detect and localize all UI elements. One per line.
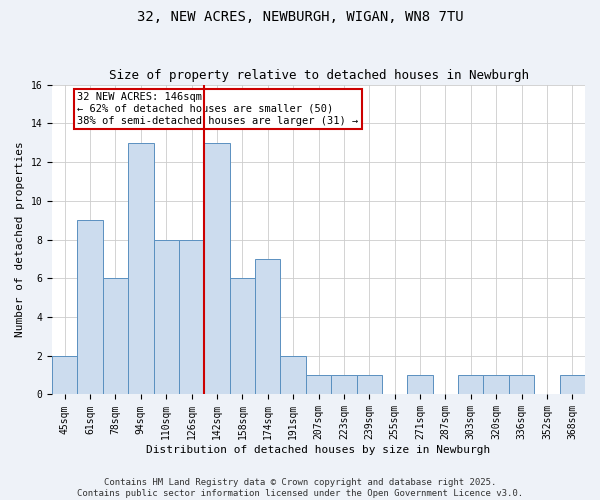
Bar [52,356,77,395]
Bar [154,240,179,394]
Bar [484,375,509,394]
Y-axis label: Number of detached properties: Number of detached properties [15,142,25,338]
Text: 32 NEW ACRES: 146sqm
← 62% of detached houses are smaller (50)
38% of semi-detac: 32 NEW ACRES: 146sqm ← 62% of detached h… [77,92,359,126]
Bar [205,142,230,394]
Bar [509,375,534,394]
Bar [255,259,280,394]
Bar [179,240,205,394]
Text: Contains HM Land Registry data © Crown copyright and database right 2025.
Contai: Contains HM Land Registry data © Crown c… [77,478,523,498]
Bar [306,375,331,394]
Bar [560,375,585,394]
Bar [458,375,484,394]
Bar [280,356,306,395]
Bar [128,142,154,394]
Bar [230,278,255,394]
Bar [407,375,433,394]
Title: Size of property relative to detached houses in Newburgh: Size of property relative to detached ho… [109,69,529,82]
Bar [77,220,103,394]
X-axis label: Distribution of detached houses by size in Newburgh: Distribution of detached houses by size … [146,445,491,455]
Bar [331,375,356,394]
Bar [103,278,128,394]
Text: 32, NEW ACRES, NEWBURGH, WIGAN, WN8 7TU: 32, NEW ACRES, NEWBURGH, WIGAN, WN8 7TU [137,10,463,24]
Bar [356,375,382,394]
